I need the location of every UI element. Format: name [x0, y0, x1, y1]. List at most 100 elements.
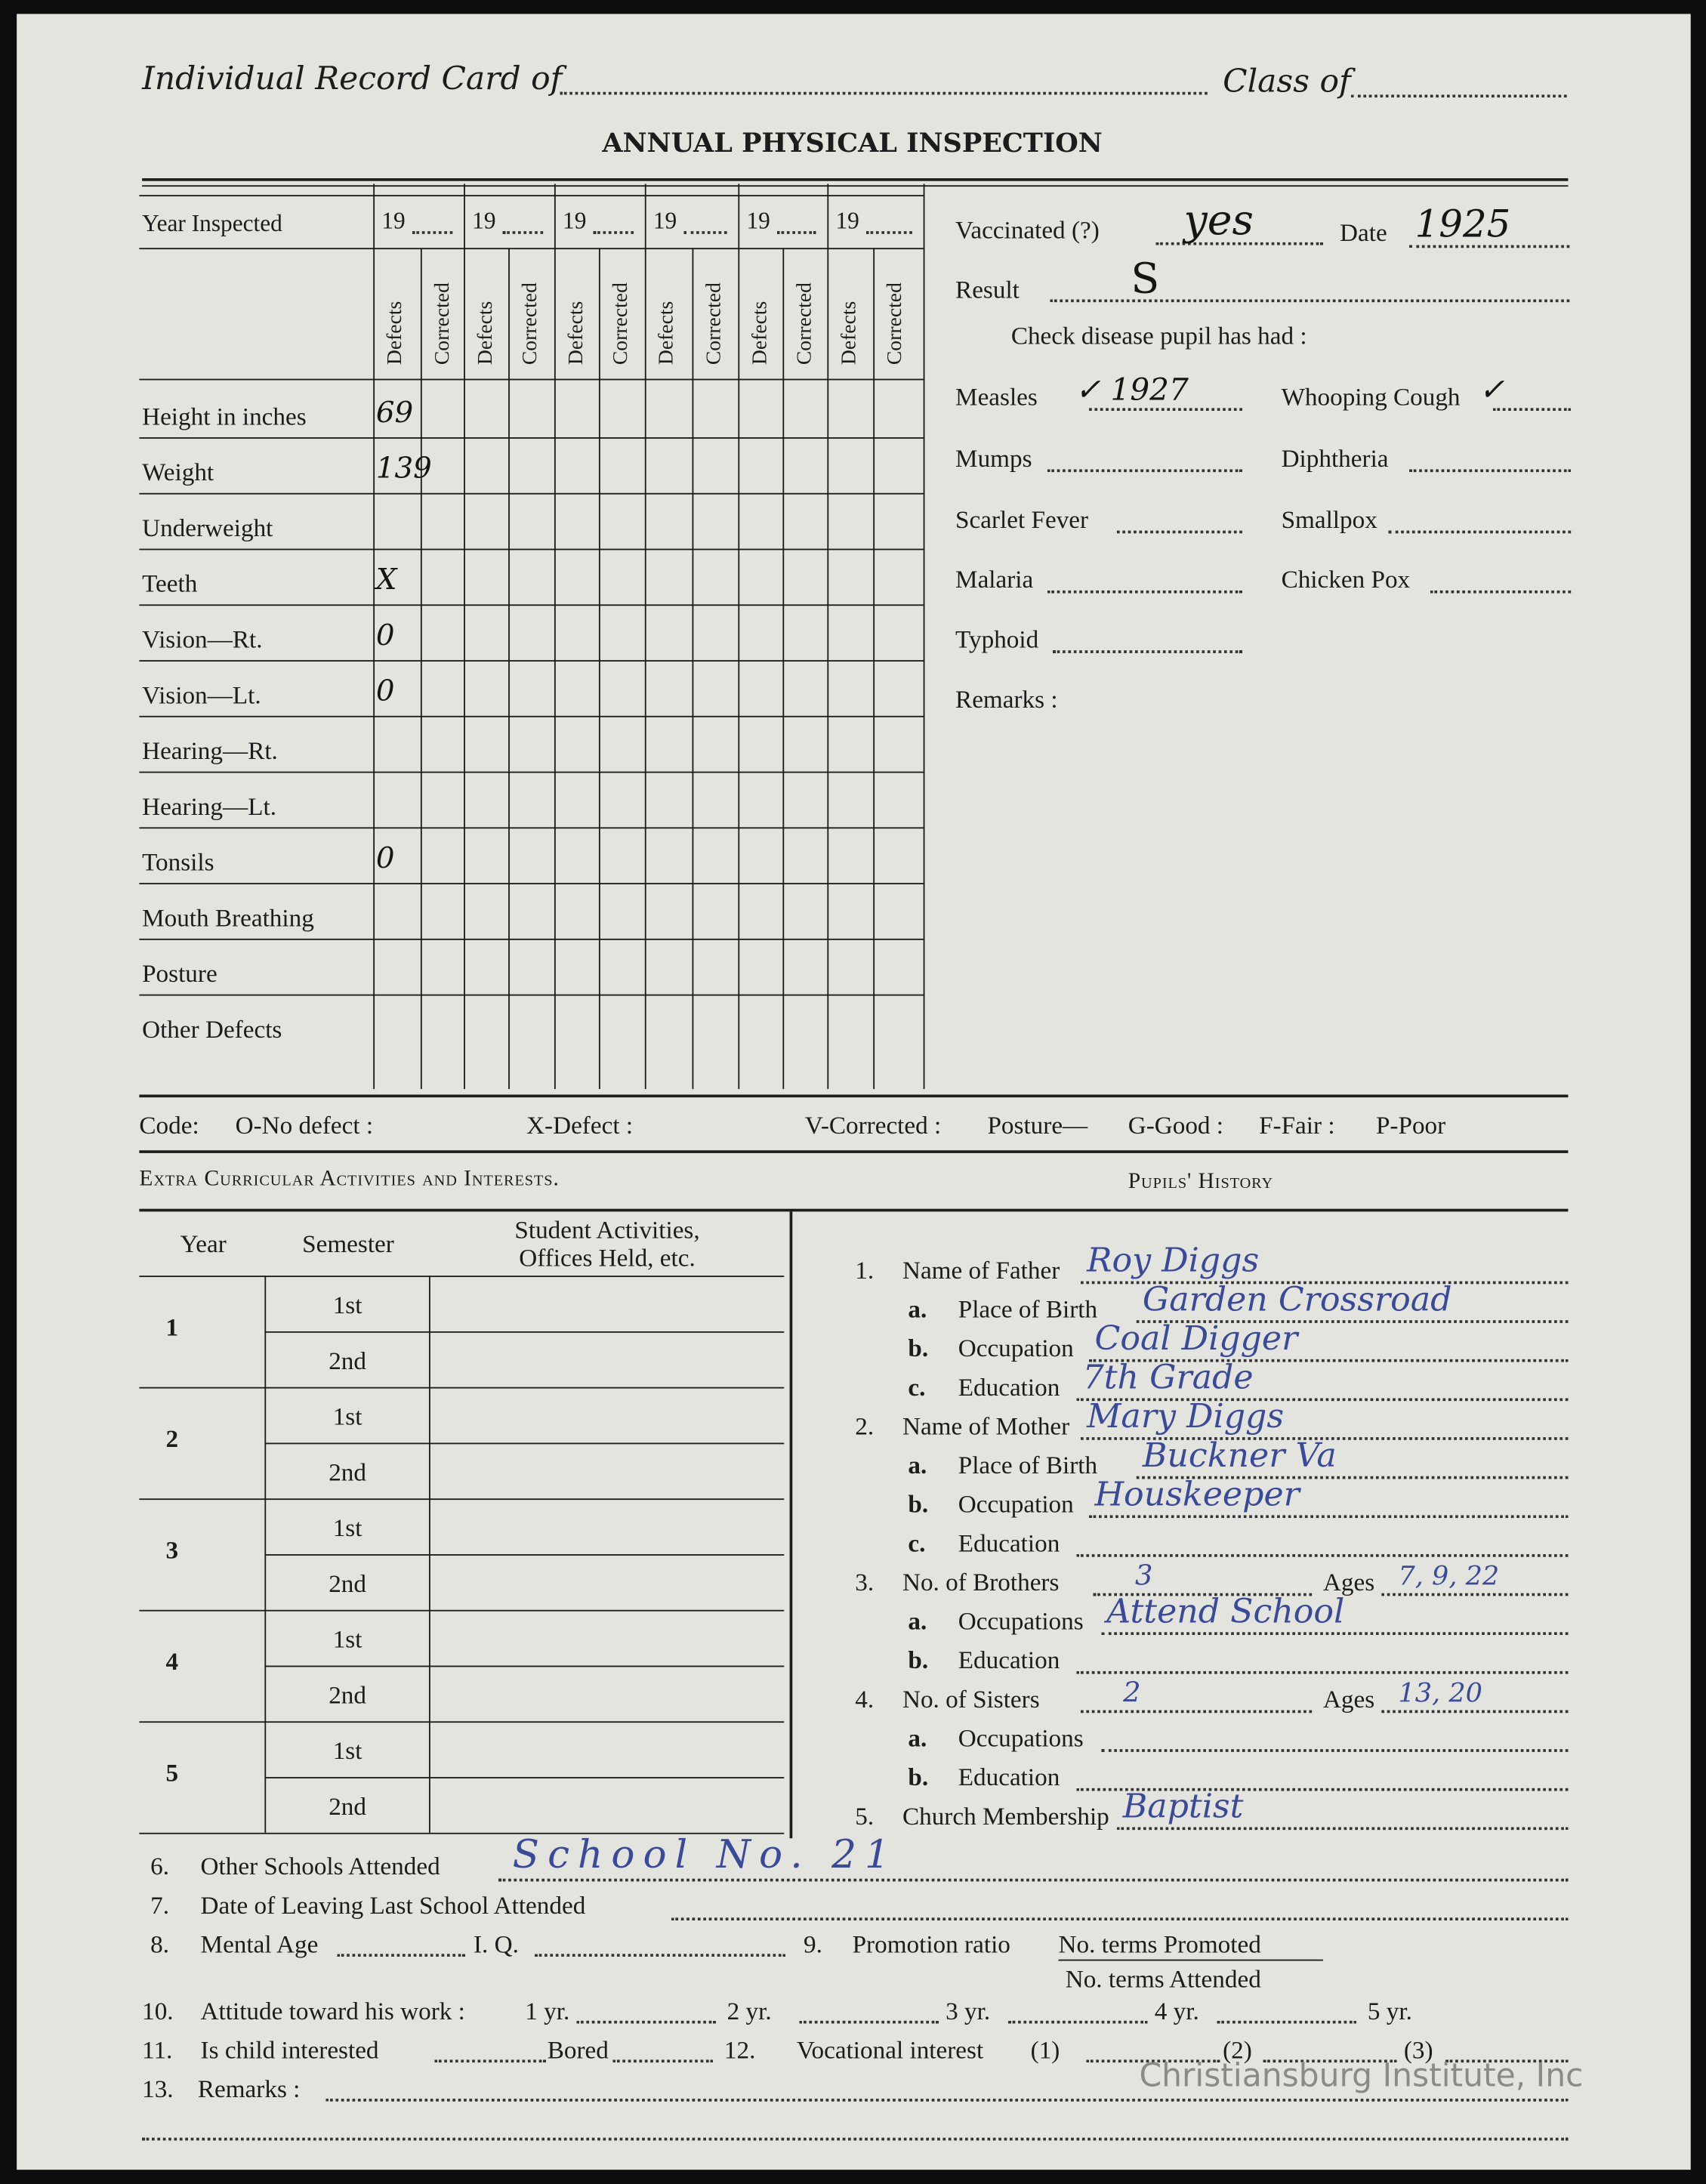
year-field: [683, 231, 727, 234]
row-label: Tonsils: [142, 848, 214, 876]
row-line: [139, 1387, 785, 1389]
history-value: Coal Digger: [1094, 1319, 1298, 1358]
row-value: 139: [375, 451, 432, 485]
attitude-yr-4: 4 yr.: [1154, 1997, 1199, 2025]
vocational-field: [1086, 2059, 1220, 2063]
result-label: Result: [955, 276, 1020, 304]
year-prefix: 19: [563, 207, 587, 234]
terms-attended-label: No. terms Attended: [1065, 1965, 1261, 1993]
history-num: b.: [908, 1490, 929, 1519]
disease-value: ✓ 1927: [1075, 373, 1189, 409]
history-value: Baptist: [1122, 1786, 1244, 1826]
history-label: Name of Mother: [902, 1411, 1070, 1440]
rule: [139, 1276, 785, 1278]
col-defects: Defects: [749, 301, 772, 366]
other-schools-value: School No. 21: [512, 1831, 899, 1877]
attitude-field: [799, 2020, 939, 2024]
disease-field: [1388, 530, 1572, 534]
row-line: [139, 548, 925, 551]
year-field: [593, 231, 634, 234]
row-label: Hearing—Lt.: [142, 792, 276, 821]
row-label: Underweight: [142, 514, 273, 542]
disease-field: [1047, 590, 1242, 594]
col-corrected: Corrected: [794, 282, 816, 366]
row-value: 69: [375, 395, 414, 429]
semester-1st: 1st: [332, 1736, 362, 1765]
class-field: [1350, 94, 1567, 98]
row-line: [139, 771, 925, 773]
col-semester: Semester: [302, 1229, 394, 1258]
grid-column-line: [692, 248, 694, 1090]
date-leaving-field: [671, 1917, 1569, 1921]
item-12-label: Vocational interest: [796, 2036, 984, 2064]
year-prefix: 19: [746, 207, 770, 234]
row-label: Mouth Breathing: [142, 903, 314, 932]
history-field: [1089, 1515, 1569, 1519]
row-line: [264, 1777, 785, 1778]
row-value: 0: [375, 618, 395, 652]
history-label: Place of Birth: [958, 1295, 1098, 1323]
code-f: F-Fair :: [1259, 1111, 1335, 1140]
disease-value: ✓: [1479, 373, 1505, 409]
code-posture: Posture—: [987, 1111, 1088, 1140]
grid-column-line: [420, 248, 422, 1090]
row-line: [139, 938, 925, 940]
col-corrected: Corrected: [703, 282, 726, 366]
vaccinated-label: Vaccinated (?): [955, 215, 1100, 244]
col-corrected: Corrected: [519, 282, 542, 366]
code-v: V-Corrected :: [804, 1111, 942, 1140]
attitude-field: [576, 2020, 716, 2024]
grid-column-line: [644, 184, 646, 1090]
history-num: a.: [908, 1295, 927, 1323]
disease-label: Measles: [955, 383, 1038, 412]
grid-column-line: [873, 248, 875, 1090]
history-field: [1093, 1593, 1313, 1596]
history-title: Pupils' History: [1128, 1170, 1274, 1194]
row-line: [139, 437, 925, 439]
grid-column-line: [782, 248, 785, 1090]
history-num: 2.: [855, 1411, 875, 1440]
year-prefix: 19: [472, 207, 496, 234]
item-13-num: 13.: [142, 2074, 174, 2103]
remarks-field: [142, 2137, 1569, 2141]
row-label: Other Defects: [142, 1015, 282, 1044]
row-value: 0: [375, 841, 395, 875]
col-defects: Defects: [838, 301, 861, 366]
row-label: Vision—Lt.: [142, 680, 261, 709]
rule: [139, 1094, 1569, 1098]
row-label: Height in inches: [142, 402, 307, 430]
item-7-label: Date of Leaving Last School Attended: [200, 1891, 586, 1920]
iq-label: I. Q.: [473, 1930, 519, 1958]
attitude-yr-5: 5 yr.: [1367, 1997, 1412, 2025]
disease-field: [1116, 530, 1242, 534]
year-field: [866, 231, 912, 234]
history-num: 3.: [855, 1568, 875, 1596]
year-number: 5: [165, 1759, 179, 1787]
year-number: 4: [165, 1647, 179, 1676]
history-num: a.: [908, 1451, 927, 1479]
row-line: [264, 1442, 785, 1445]
vocational-2: (2): [1223, 2036, 1252, 2064]
disease-label: Malaria: [955, 565, 1034, 594]
semester-2nd: 2nd: [329, 1346, 366, 1375]
history-value: Mary Diggs: [1087, 1396, 1285, 1436]
item-11-num: 11.: [142, 2036, 173, 2064]
item-7-num: 7.: [150, 1891, 170, 1920]
vaccinated-field: [1155, 242, 1323, 245]
history-value: 7th Grade: [1082, 1357, 1254, 1397]
ages-field: [1381, 1593, 1569, 1596]
col-activities: Offices Held, etc.: [519, 1243, 696, 1272]
row-line: [139, 715, 925, 717]
history-label: Education: [958, 1763, 1060, 1791]
ages-value: 7, 9, 22: [1398, 1561, 1500, 1592]
attitude-yr-1: 1 yr.: [525, 1997, 570, 2025]
history-num: b.: [908, 1334, 929, 1362]
grid-column-line: [508, 248, 510, 1090]
record-card: Individual Record Card of Class of ANNUA…: [17, 14, 1691, 2170]
history-label: No. of Brothers: [902, 1568, 1060, 1596]
disease-field: [1492, 408, 1572, 412]
remarks-label: Remarks :: [955, 685, 1058, 714]
grid-column-line: [464, 184, 465, 1090]
ages-field: [1381, 1710, 1569, 1714]
col-year: Year: [180, 1229, 227, 1258]
